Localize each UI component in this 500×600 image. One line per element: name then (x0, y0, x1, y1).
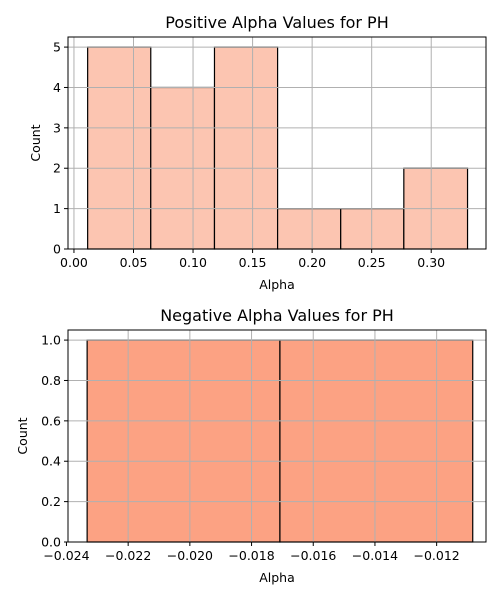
chart-title: Positive Alpha Values for PH (165, 13, 388, 32)
y-tick-label: 0 (53, 242, 61, 257)
histogram-bar (276, 208, 342, 250)
x-axis-label: Alpha (259, 570, 295, 585)
chart-title: Negative Alpha Values for PH (160, 306, 394, 325)
x-tick-label: −0.024 (43, 548, 89, 563)
chart-positive: 0.00 0.05 0.10 0.15 0.20 0.25 0.30 0 1 2 3 4 5 Positi… (28, 13, 487, 292)
y-tick-label: 0.0 (41, 535, 61, 550)
x-tick-label: 0.05 (120, 255, 148, 270)
histogram-bar (86, 339, 281, 543)
x-tick-label: 0.15 (239, 255, 267, 270)
y-tick-label: 5 (53, 40, 61, 55)
y-tick-label: 0.2 (41, 494, 61, 509)
x-tick-label: 0.10 (179, 255, 207, 270)
y-axis-label: Count (28, 124, 43, 161)
x-axis-label: Alpha (259, 277, 295, 292)
y-tick-label: 4 (53, 80, 61, 95)
y-tick-label: 0.8 (41, 373, 61, 388)
x-tick-label: −0.020 (167, 548, 213, 563)
y-tick-label: 3 (53, 120, 61, 135)
histogram-bar (87, 46, 152, 250)
x-tick-label: 0.00 (60, 255, 88, 270)
y-tick-label: 1.0 (41, 333, 61, 348)
y-tick-label: 0.6 (41, 413, 61, 428)
x-tick-label: 0.30 (417, 255, 445, 270)
y-axis-label: Count (15, 417, 30, 454)
axes-frame (67, 36, 487, 250)
x-tick-label: 0.20 (298, 255, 326, 270)
x-tick-label: −0.022 (105, 548, 151, 563)
x-tick-label: 0.25 (358, 255, 386, 270)
x-tick-label: −0.014 (352, 548, 398, 563)
y-tick-label: 1 (53, 201, 61, 216)
x-tick-label: −0.016 (290, 548, 336, 563)
x-tick-label: −0.012 (414, 548, 460, 563)
y-tick-label: 0.4 (41, 454, 61, 469)
histogram-bar (340, 208, 405, 250)
histogram-bar (279, 339, 474, 543)
x-tick-label: −0.018 (228, 548, 274, 563)
axes-frame (67, 329, 487, 543)
y-tick-label: 2 (53, 161, 61, 176)
chart-negative: −0.024 −0.022 −0.020 −0.018 −0.016 −0.014 −0.0… (15, 306, 487, 585)
histogram-bar (213, 46, 279, 250)
